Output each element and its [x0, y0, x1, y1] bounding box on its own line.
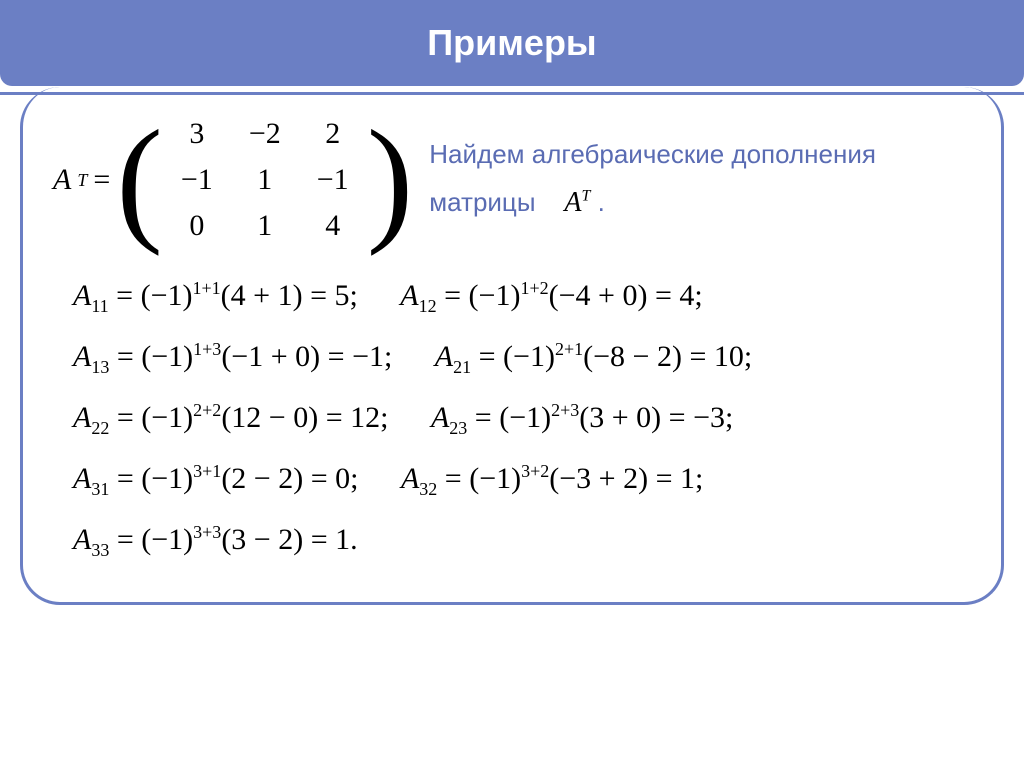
- left-paren: (: [116, 124, 163, 236]
- matrix-cell: 0: [163, 203, 231, 249]
- matrix-row: 0 1 4: [163, 203, 367, 249]
- cofactor-row: A22 = (−1)2+2(12 − 0) = 12; A23 = (−1)2+…: [73, 389, 981, 446]
- desc-period: .: [598, 187, 605, 217]
- desc-matrix-ref: AT: [564, 187, 590, 218]
- equals-sign: =: [93, 163, 110, 197]
- desc-line2a: матрицы: [429, 187, 535, 217]
- matrix-body: ( 3 −2 2 −1 1 −1 0 1 4: [116, 111, 413, 249]
- slide-header: Примеры: [0, 0, 1024, 86]
- matrix-cell: −1: [299, 157, 367, 203]
- matrix-label: A: [53, 163, 71, 197]
- matrix-table: 3 −2 2 −1 1 −1 0 1 4: [163, 111, 367, 249]
- matrix-row: 3 −2 2: [163, 111, 367, 157]
- matrix-cell: 2: [299, 111, 367, 157]
- matrix-superscript: T: [77, 170, 87, 191]
- top-row: AT = ( 3 −2 2 −1 1 −1 0: [53, 111, 981, 249]
- cofactor-row: A31 = (−1)3+1(2 − 2) = 0; A32 = (−1)3+2(…: [73, 450, 981, 507]
- matrix-cell: −2: [231, 111, 299, 157]
- matrix-cell: 1: [231, 203, 299, 249]
- description-text: Найдем алгебраические дополнения матрицы…: [429, 131, 876, 228]
- matrix-row: −1 1 −1: [163, 157, 367, 203]
- slide-title: Примеры: [427, 22, 596, 63]
- matrix-cell: −1: [163, 157, 231, 203]
- matrix-equation: AT = ( 3 −2 2 −1 1 −1 0: [53, 111, 413, 249]
- right-paren: ): [367, 124, 414, 236]
- matrix-cell: 3: [163, 111, 231, 157]
- cofactor-row: A13 = (−1)1+3(−1 + 0) = −1; A21 = (−1)2+…: [73, 328, 981, 385]
- cofactor-equations: A11 = (−1)1+1(4 + 1) = 5; A12 = (−1)1+2(…: [73, 267, 981, 568]
- matrix-cell: 4: [299, 203, 367, 249]
- cofactor-row: A11 = (−1)1+1(4 + 1) = 5; A12 = (−1)1+2(…: [73, 267, 981, 324]
- cofactor-row: A33 = (−1)3+3(3 − 2) = 1.: [73, 511, 981, 568]
- desc-line1: Найдем алгебраические дополнения: [429, 139, 876, 169]
- content-frame: AT = ( 3 −2 2 −1 1 −1 0: [20, 87, 1004, 605]
- matrix-cell: 1: [231, 157, 299, 203]
